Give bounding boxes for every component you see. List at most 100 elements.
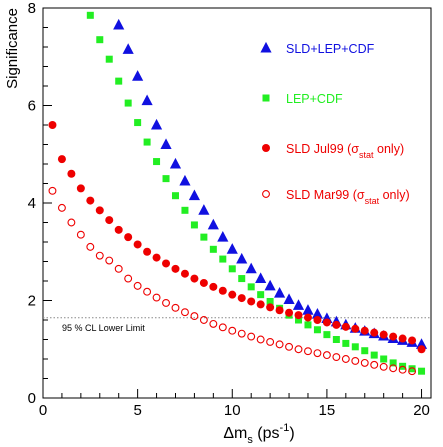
data-point xyxy=(245,262,257,274)
reference-line-label: 95 % CL Lower Limit xyxy=(62,323,145,333)
data-point xyxy=(209,319,218,328)
legend-marker xyxy=(262,190,270,198)
data-point xyxy=(57,203,66,212)
data-point xyxy=(95,206,104,215)
y-tick-label: 4 xyxy=(28,195,36,212)
data-point xyxy=(171,303,180,312)
data-point xyxy=(96,36,104,44)
data-point xyxy=(113,18,125,30)
data-point xyxy=(67,169,76,178)
data-point xyxy=(124,233,133,242)
data-point xyxy=(190,221,198,229)
data-point xyxy=(200,233,208,241)
data-point xyxy=(105,216,114,225)
data-point xyxy=(228,290,237,299)
data-point xyxy=(332,353,341,361)
data-point xyxy=(228,326,237,335)
data-point xyxy=(294,311,303,320)
data-point xyxy=(132,70,144,81)
data-point xyxy=(408,367,417,376)
data-point xyxy=(351,324,360,333)
data-point xyxy=(48,186,57,195)
data-point xyxy=(266,303,275,312)
data-point xyxy=(162,298,170,307)
data-point xyxy=(105,55,113,63)
data-point xyxy=(237,294,246,303)
data-point xyxy=(199,278,208,287)
data-point xyxy=(57,155,66,164)
data-point xyxy=(418,367,426,375)
data-point xyxy=(389,359,397,367)
data-point xyxy=(143,247,152,256)
x-tick-label: 5 xyxy=(133,402,141,419)
data-point xyxy=(415,338,428,349)
data-point xyxy=(341,322,350,331)
data-point xyxy=(134,119,142,127)
data-point xyxy=(417,345,426,354)
data-point xyxy=(86,11,94,19)
data-point xyxy=(313,349,322,358)
data-point xyxy=(237,329,246,338)
y-tick-label: 8 xyxy=(28,0,36,17)
data-point xyxy=(370,351,378,359)
data-point xyxy=(351,343,359,351)
data-point xyxy=(169,157,182,169)
data-point xyxy=(266,337,275,346)
data-point xyxy=(408,336,417,345)
data-point xyxy=(274,287,286,298)
data-point xyxy=(209,282,218,291)
data-point xyxy=(198,204,210,215)
data-point xyxy=(160,138,172,149)
data-point xyxy=(219,255,227,263)
data-point xyxy=(67,218,76,227)
data-point xyxy=(247,332,256,341)
series-1 xyxy=(86,11,426,375)
data-point xyxy=(302,304,314,315)
reference-layer: 95 % CL Lower Limit xyxy=(43,317,431,333)
data-point xyxy=(218,323,227,332)
data-point xyxy=(179,174,191,186)
data-point xyxy=(95,251,104,260)
data-point xyxy=(285,342,293,351)
data-point xyxy=(275,340,284,349)
y-tick-label: 2 xyxy=(28,293,36,310)
data-point xyxy=(143,287,152,296)
data-point xyxy=(380,355,388,363)
data-point xyxy=(256,300,265,309)
data-point xyxy=(162,259,171,268)
series-3 xyxy=(48,186,417,376)
data-point xyxy=(76,230,85,239)
data-point xyxy=(171,192,179,200)
data-point xyxy=(209,245,217,253)
data-point xyxy=(313,316,322,324)
data-point xyxy=(285,308,294,317)
legend-marker xyxy=(262,94,270,102)
data-point xyxy=(332,320,341,329)
data-point xyxy=(133,240,142,249)
data-point xyxy=(283,293,295,304)
y-axis-label: Significance xyxy=(4,8,21,89)
data-point xyxy=(247,283,255,291)
data-point xyxy=(361,347,369,355)
data-point xyxy=(76,184,85,193)
data-point xyxy=(133,281,142,290)
axis-layer: 0 5 10 15 20 0 2 4 6 8 xyxy=(28,0,430,419)
data-point xyxy=(226,243,238,254)
data-point xyxy=(398,365,407,374)
y-tick-label: 0 xyxy=(28,390,36,407)
data-point xyxy=(351,357,360,365)
data-point xyxy=(332,336,340,343)
data-point xyxy=(341,355,350,363)
data-point xyxy=(389,364,398,373)
legend: SLD+LEP+CDF LEP+CDF SLD Jul99 (σstat only)… xyxy=(260,41,410,206)
legend-marker xyxy=(262,144,270,152)
data-point xyxy=(105,256,114,265)
data-point xyxy=(304,321,312,329)
data-point xyxy=(304,347,312,356)
legend-label: SLD Jul99 (σstat only) xyxy=(286,142,404,160)
y-tick-label: 6 xyxy=(28,98,36,115)
data-point xyxy=(115,77,123,85)
x-tick-label: 20 xyxy=(413,402,430,419)
data-point xyxy=(408,365,416,373)
data-point xyxy=(389,332,398,341)
